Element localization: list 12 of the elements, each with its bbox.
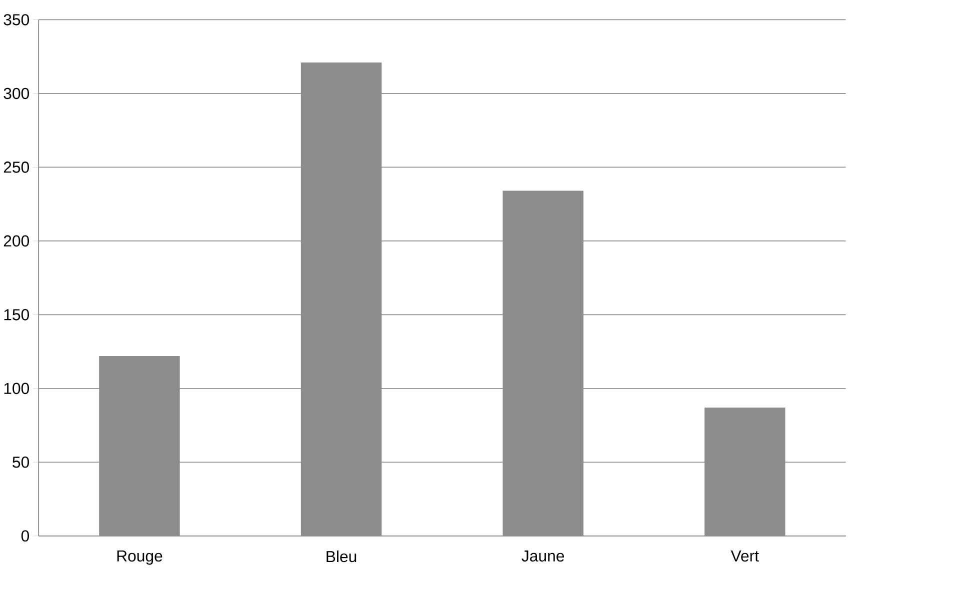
x-tick-label: Bleu [326, 550, 356, 562]
y-tick-label: 100 [4, 382, 30, 394]
y-tick-label: 250 [4, 162, 30, 173]
y-tick-label: 300 [4, 88, 30, 100]
y-tick-label: 200 [4, 235, 30, 247]
y-tick-label: 150 [4, 309, 30, 320]
x-tick-label: Jaune [522, 550, 564, 562]
y-tick-label: 350 [4, 14, 30, 26]
y-tick-label: 0 [21, 530, 30, 542]
x-tick-label: Rouge [117, 550, 162, 565]
y-tick-label: 50 [12, 456, 30, 468]
x-tick-label: Vert [730, 550, 759, 562]
